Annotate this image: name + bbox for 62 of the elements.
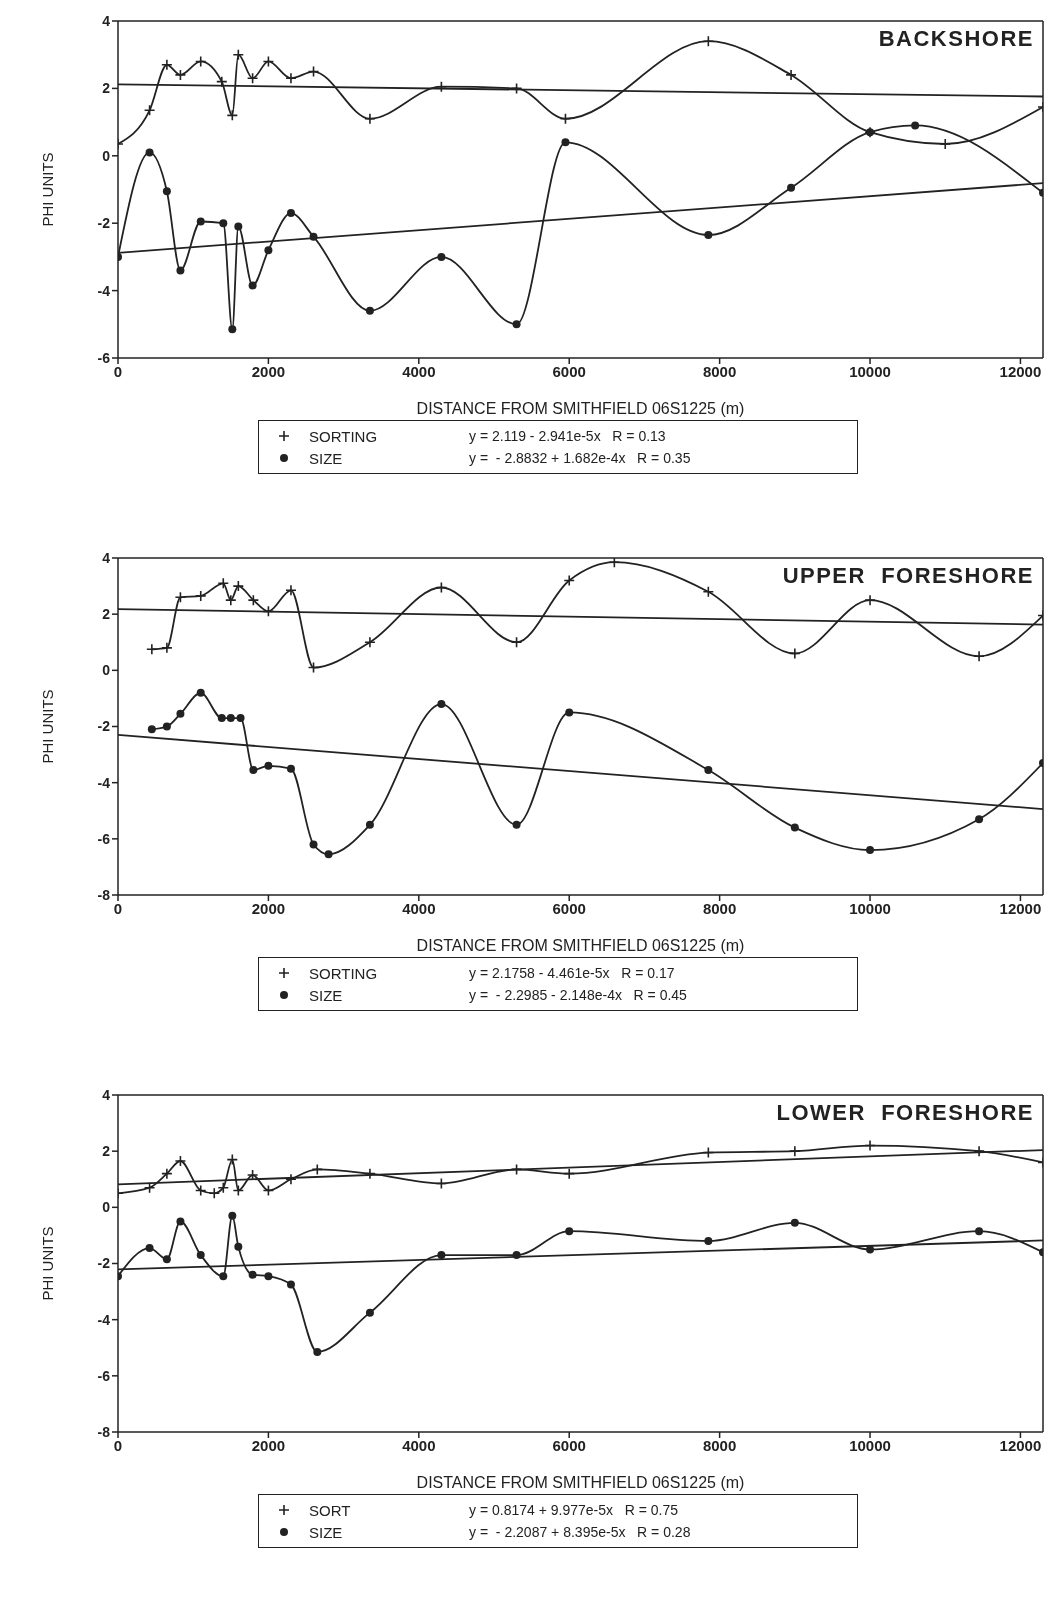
- x-tick-label: 2000: [251, 1436, 286, 1454]
- chart-title: LOWER FORESHORE: [774, 1100, 1036, 1126]
- text: y = 2.1758 - 4.461e-5x R = 0.17: [469, 964, 676, 983]
- x-tick-label: 10000: [849, 899, 891, 917]
- legend-label: SIZE: [309, 1523, 343, 1541]
- x-tick-label: 6000: [552, 1436, 586, 1454]
- x-axis-title: DISTANCE FROM SMITHFIELD 06S1225 (m): [416, 937, 745, 954]
- x-tick-label: 8000: [702, 1436, 737, 1454]
- y-tick-label: 0: [102, 1199, 111, 1216]
- x-tick-label: 8000: [702, 899, 737, 917]
- x-axis-title: DISTANCE FROM SMITHFIELD 06S1225 (m): [416, 1474, 745, 1491]
- y-tick-label: -8: [97, 1423, 111, 1440]
- y-tick-label: -4: [97, 282, 111, 299]
- text: y = - 2.2985 - 2.148e-4x R = 0.45: [469, 986, 688, 1005]
- x-axis-title: DISTANCE FROM SMITHFIELD 06S1225 (m): [416, 400, 745, 417]
- y-axis-title: PHI UNITS: [39, 689, 57, 764]
- legend-label: SORTING: [309, 964, 378, 982]
- text: y = 2.119 - 2.941e-5x R = 0.13: [469, 427, 667, 446]
- text: y = - 2.2087 + 8.395e-5x R = 0.28: [469, 1523, 692, 1542]
- x-tick-label: 12000: [999, 1436, 1042, 1454]
- y-tick-label: -6: [97, 830, 111, 847]
- y-tick-label: -8: [97, 886, 111, 903]
- x-tick-label: 2000: [251, 899, 286, 917]
- x-tick-label: 4000: [402, 1436, 436, 1454]
- y-tick-label: -6: [97, 1367, 111, 1384]
- chart-title: BACKSHORE: [876, 26, 1036, 52]
- x-tick-label: 6000: [552, 899, 586, 917]
- x-tick-label: 6000: [552, 362, 586, 380]
- x-tick-label: 12000: [999, 899, 1042, 917]
- y-tick-label: -2: [97, 1255, 111, 1272]
- y-axis-title: PHI UNITS: [39, 152, 57, 227]
- legend-label: SORT: [309, 1501, 351, 1519]
- y-tick-label: -2: [97, 718, 111, 735]
- y-tick-label: 4: [102, 12, 111, 29]
- x-tick-label: 10000: [849, 1436, 891, 1454]
- y-tick-label: 4: [102, 1086, 111, 1103]
- y-tick-label: 2: [102, 606, 111, 623]
- x-tick-label: 0: [113, 362, 123, 380]
- x-tick-label: 0: [113, 899, 123, 917]
- y-tick-label: 0: [102, 662, 111, 679]
- x-tick-label: 10000: [849, 362, 891, 380]
- y-tick-label: 2: [102, 1143, 111, 1160]
- y-tick-label: -6: [97, 349, 111, 366]
- x-tick-label: 2000: [251, 362, 286, 380]
- legend-label: SIZE: [309, 449, 343, 467]
- y-tick-label: 4: [102, 549, 111, 566]
- x-tick-label: 4000: [402, 362, 436, 380]
- x-tick-label: 0: [113, 1436, 123, 1454]
- text: y = 0.8174 + 9.977e-5x R = 0.75: [469, 1501, 679, 1520]
- y-axis-title: PHI UNITS: [39, 1226, 57, 1301]
- legend-label: SIZE: [309, 986, 343, 1004]
- x-tick-label: 8000: [702, 362, 737, 380]
- text: y = - 2.8832 + 1.682e-4x R = 0.35: [469, 449, 692, 468]
- y-tick-label: 2: [102, 80, 111, 97]
- y-tick-label: -2: [97, 215, 111, 232]
- y-tick-label: 0: [102, 147, 111, 164]
- chart-title: UPPER FORESHORE: [780, 563, 1036, 589]
- x-tick-label: 4000: [402, 899, 436, 917]
- y-tick-label: -4: [97, 774, 111, 791]
- legend-label: SORTING: [309, 427, 378, 445]
- y-tick-label: -4: [97, 1311, 111, 1328]
- x-tick-label: 12000: [999, 362, 1042, 380]
